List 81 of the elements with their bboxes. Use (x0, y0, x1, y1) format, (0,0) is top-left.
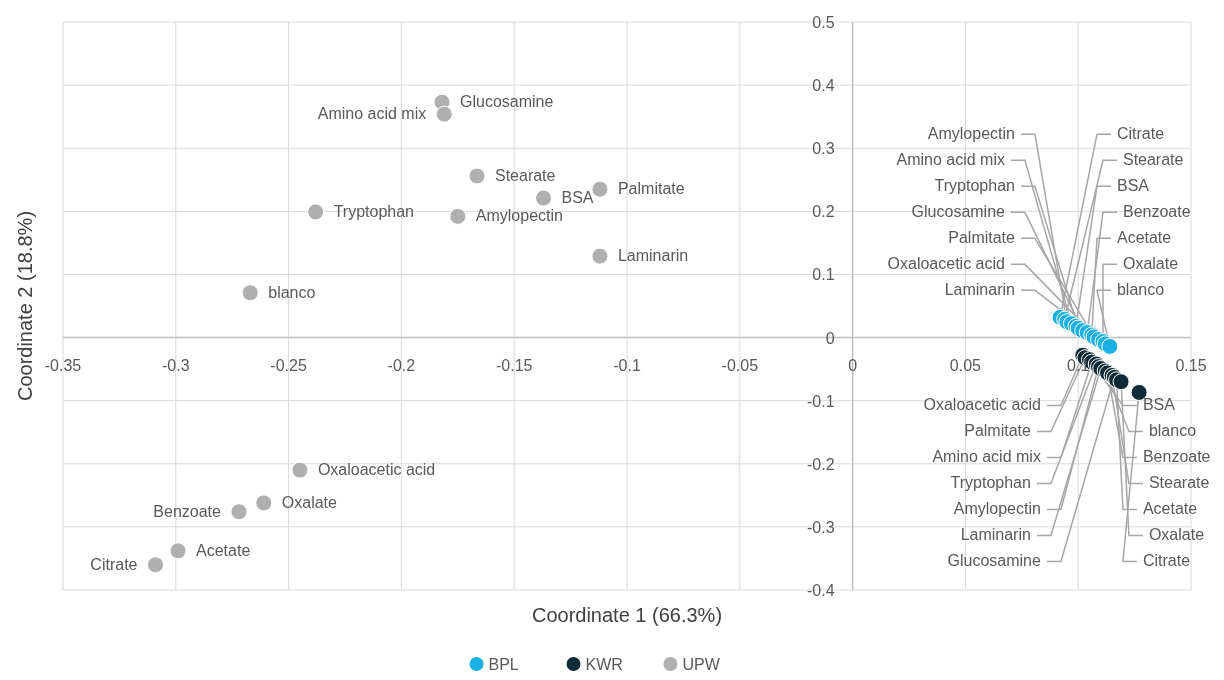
data-label: Benzoate (153, 502, 222, 520)
x-axis-title: Coordinate 1 (66.3%) (531, 604, 723, 626)
data-label: Benzoate (1142, 448, 1211, 466)
x-tick-label: 0.15 (1175, 356, 1207, 374)
point (230, 503, 248, 521)
point (169, 542, 187, 560)
y-tick-label: 0.1 (812, 266, 835, 284)
x-tick-label: 0 (848, 356, 858, 374)
point (307, 203, 325, 221)
data-label: Citrate (1116, 125, 1165, 143)
y-tick-label: -0.3 (807, 518, 835, 536)
data-label: Tryptophan (950, 474, 1031, 492)
x-tick-label: -0.35 (44, 356, 82, 374)
data-label: Tryptophan (934, 177, 1015, 195)
x-tick-label: -0.3 (162, 356, 190, 374)
data-label: Glucosamine (460, 93, 554, 111)
x-tick-label: -0.05 (721, 356, 759, 374)
data-label: Laminarin (960, 526, 1031, 544)
data-label: Oxaloacetic acid (923, 396, 1041, 414)
data-label: Amylopectin (953, 500, 1041, 518)
y-tick-label: 0.4 (812, 77, 835, 95)
data-label: Oxalate (1148, 526, 1205, 544)
data-label: Acetate (1142, 500, 1198, 518)
x-tick-label: -0.15 (495, 356, 533, 374)
data-label: Palmitate (948, 229, 1016, 247)
data-label: Citrate (90, 555, 138, 573)
data-label: Tryptophan (333, 202, 415, 220)
data-label: Amino acid mix (317, 105, 427, 123)
point (241, 284, 259, 302)
point (535, 189, 553, 207)
data-label: BSA (561, 189, 594, 207)
y-tick-label: -0.1 (807, 392, 835, 410)
data-label: Acetate (1116, 229, 1172, 247)
data-label: Oxalate (281, 493, 338, 511)
data-label: BSA (1116, 177, 1150, 195)
legend-label: BPL (488, 656, 519, 673)
point (468, 167, 486, 185)
point (147, 556, 164, 574)
point (591, 247, 609, 265)
data-label: Stearate (1122, 151, 1184, 169)
x-tick-label: 0.05 (949, 356, 982, 374)
data-label: Acetate (196, 541, 251, 559)
point (435, 105, 453, 123)
data-label: Benzoate (1122, 203, 1191, 221)
data-label: Oxalate (1122, 255, 1179, 273)
data-label: Palmitate (964, 422, 1032, 440)
y-tick-label: 0.3 (812, 140, 835, 158)
y-tick-label: -0.2 (807, 455, 835, 473)
data-label: Citrate (1142, 552, 1191, 570)
data-label: Glucosamine (947, 552, 1042, 570)
data-label: Amino acid mix (932, 448, 1041, 466)
data-label: Stearate (494, 166, 556, 184)
y-tick-label: 0.5 (812, 14, 835, 31)
point (291, 461, 309, 479)
data-label: Stearate (1148, 474, 1210, 492)
point (1112, 373, 1130, 391)
data-label: Oxaloacetic acid (887, 255, 1005, 273)
data-label: Amylopectin (927, 125, 1015, 143)
data-label: blanco (1116, 281, 1165, 299)
x-tick-label: -0.25 (270, 356, 307, 374)
x-tick-label: -0.2 (387, 356, 416, 374)
data-label: Glucosamine (911, 203, 1006, 221)
x-tick-label: 0.1 (1067, 356, 1090, 374)
data-label: Palmitate (617, 180, 685, 198)
data-label: Laminarin (944, 281, 1015, 299)
y-tick-label: 0.2 (812, 203, 835, 221)
x-tick-label: -0.1 (613, 356, 641, 374)
y-axis-title: Coordinate 2 (18.8%) (14, 210, 36, 402)
y-tick-label: -0.4 (807, 582, 835, 599)
y-tick-label: 0 (825, 329, 835, 347)
legend-label: KWR (585, 656, 623, 673)
data-label: blanco (268, 283, 316, 301)
data-label: Laminarin (617, 247, 689, 265)
data-label: Amino acid mix (896, 151, 1005, 169)
data-label: BSA (1142, 396, 1176, 414)
data-label: blanco (1148, 422, 1197, 440)
data-label: Oxaloacetic acid (317, 461, 436, 479)
legend-label: UPW (682, 656, 721, 673)
point (449, 207, 467, 225)
point (255, 494, 273, 512)
data-label: Amylopectin (475, 207, 563, 225)
